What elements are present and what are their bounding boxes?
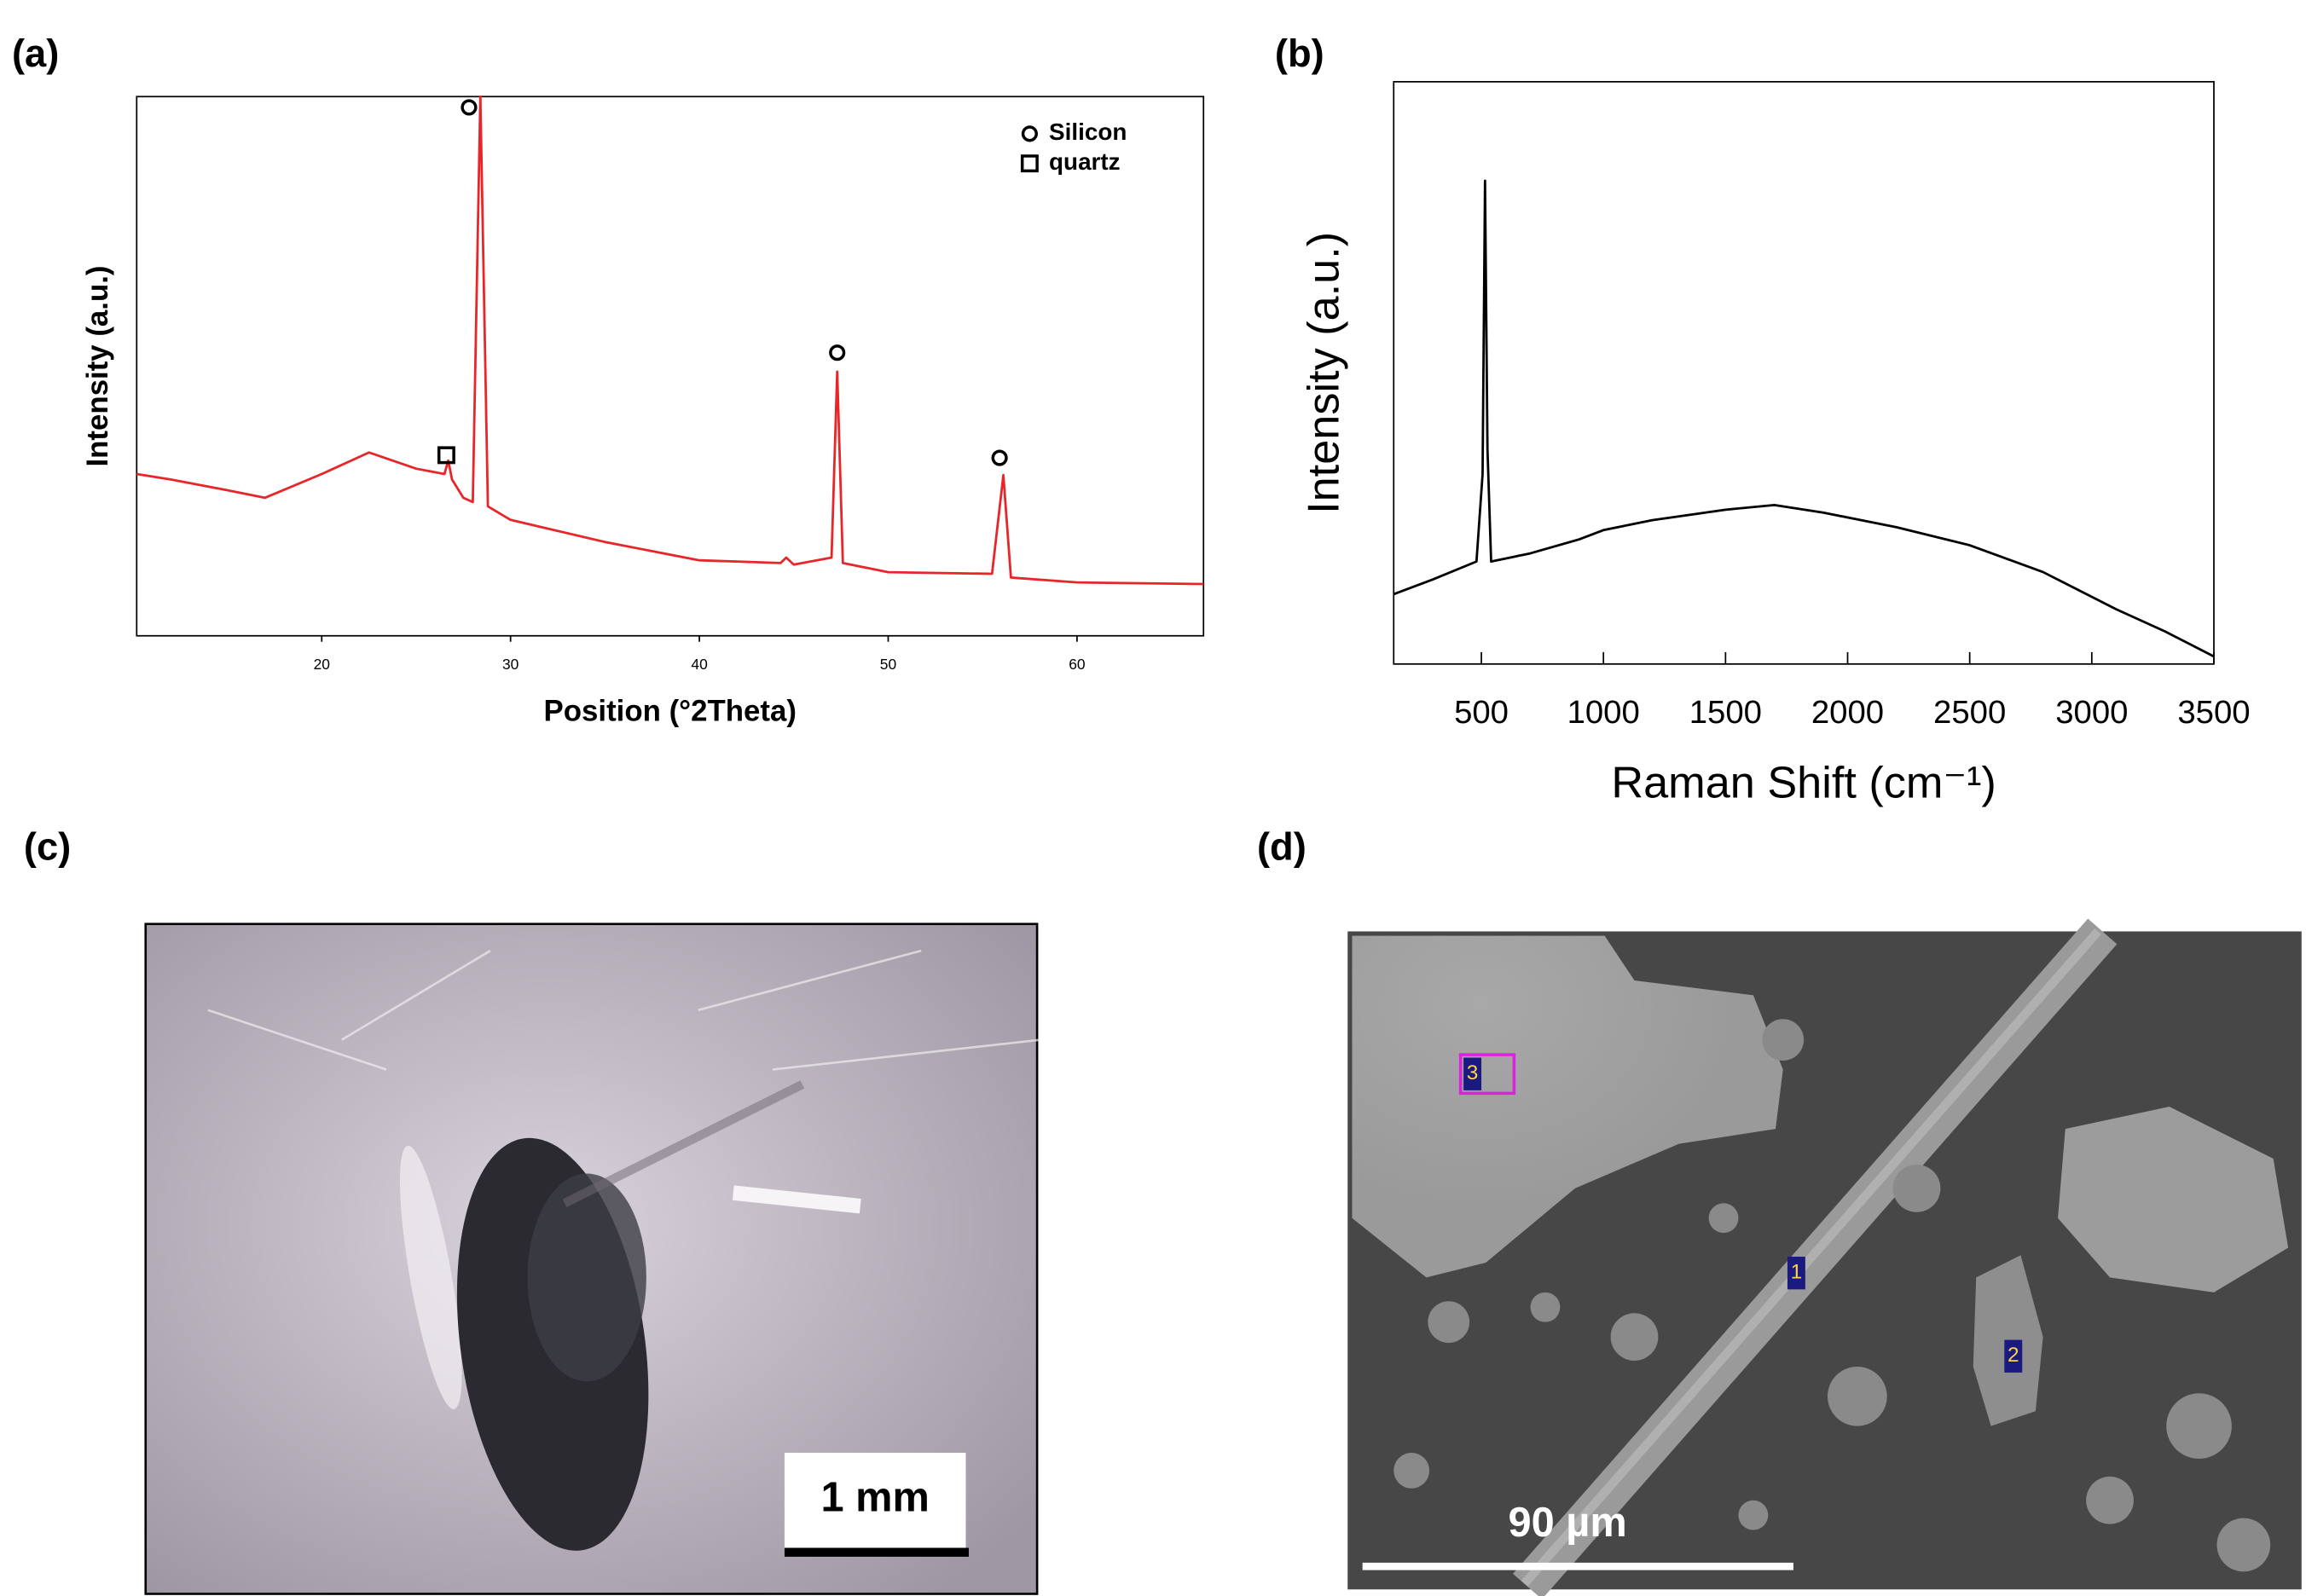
scale-bar-label: 90 µm	[1508, 1500, 1626, 1546]
legend-symbol	[1020, 154, 1039, 173]
x-tick-label: 500	[1454, 694, 1509, 731]
optical-photo: 1 mm	[144, 922, 1040, 1595]
x-axis-label: Raman Shift (cm⁻¹)	[1611, 759, 1996, 808]
x-tick-label: 3000	[2055, 694, 2128, 731]
x-tick-label: 50	[880, 656, 896, 673]
y-axis-label: Intensity (a.u.)	[81, 265, 114, 466]
x-tick-label: 30	[502, 656, 519, 673]
panel-label: (c)	[24, 825, 71, 869]
plot-frame	[1393, 81, 2215, 665]
panel-label: (a)	[12, 32, 59, 75]
x-tick-label: 60	[1069, 656, 1085, 673]
peak-marker	[991, 449, 1008, 466]
sem-image: 3 1 2 90 µm	[1347, 918, 2302, 1596]
plot-frame	[136, 95, 1205, 637]
peak-marker	[829, 344, 846, 361]
x-tick-label: 2000	[1811, 694, 1884, 731]
x-tick-label: 1500	[1689, 694, 1762, 731]
scale-bar-label: 1 mm	[820, 1475, 929, 1521]
spot-label: 3	[1467, 1061, 1479, 1084]
legend-symbol	[1021, 125, 1038, 142]
spot-label: 2	[2008, 1344, 2019, 1367]
data-line	[1393, 179, 2215, 658]
legend-label: quartz	[1049, 148, 1121, 175]
x-tick-label: 40	[691, 656, 707, 673]
x-tick-label: 2500	[1933, 694, 2006, 731]
legend-label: Silicon	[1049, 119, 1127, 145]
spot-label: 1	[1791, 1261, 1803, 1284]
y-axis-label: Intensity (a.u.)	[1300, 232, 1349, 514]
panel-label: (b)	[1275, 32, 1324, 75]
panel-label: (d)	[1257, 825, 1307, 869]
x-axis-label: Position (°2Theta)	[544, 695, 797, 728]
peak-marker	[461, 99, 478, 116]
peak-marker	[437, 446, 455, 465]
data-line	[136, 95, 1204, 586]
x-tick-label: 3500	[2177, 694, 2250, 731]
x-tick-label: 20	[314, 656, 330, 673]
x-tick-label: 1000	[1567, 694, 1640, 731]
